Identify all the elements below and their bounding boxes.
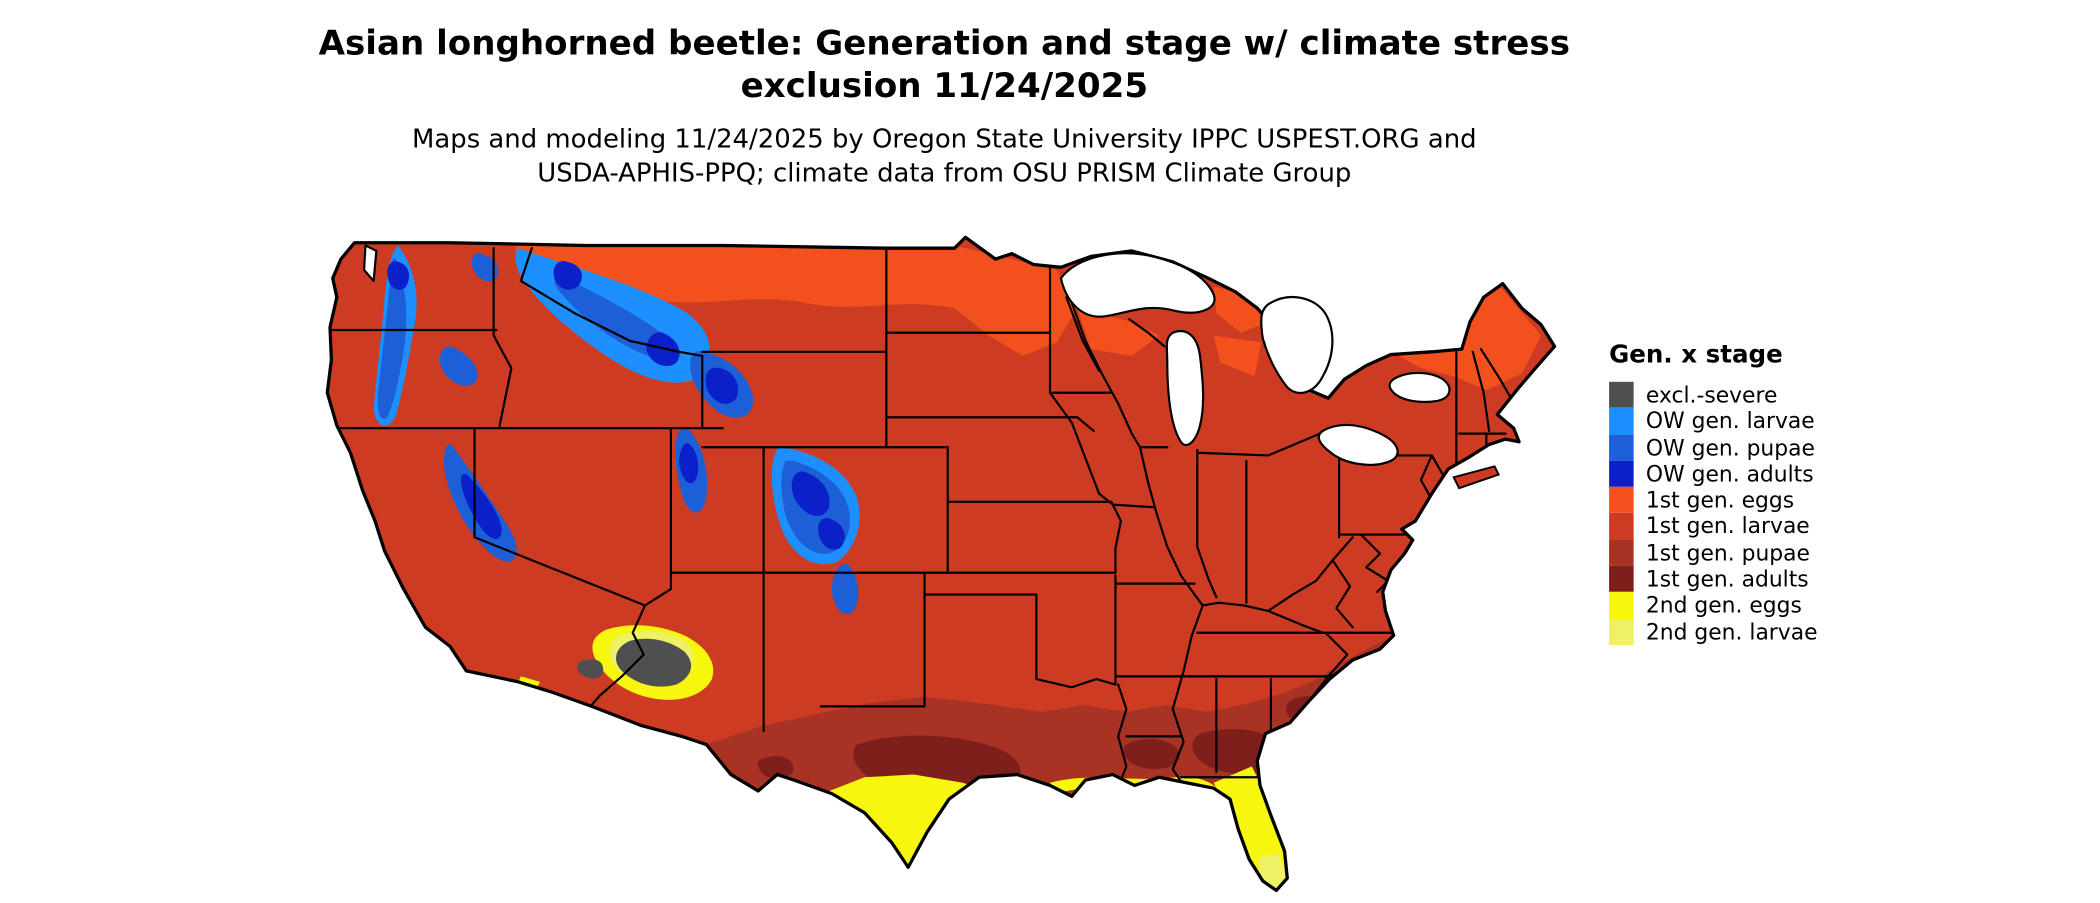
legend-swatch (1609, 408, 1634, 435)
legend-swatch (1609, 460, 1634, 488)
great-lakes (363, 244, 1451, 466)
legend-item: 2nd gen. eggs (1609, 592, 1817, 619)
legend-item: 1st gen. adults (1609, 566, 1817, 593)
legend-label: OW gen. larvae (1645, 408, 1815, 435)
subtitle-line-1: Maps and modeling 11/24/2025 by Oregon S… (412, 124, 1477, 155)
legend-swatch (1609, 513, 1634, 540)
legend-swatch (1609, 592, 1634, 619)
legend: Gen. x stage excl.-severe OW gen. larvae O… (1609, 341, 1817, 645)
page-title: Asian longhorned beetle: Generation and … (0, 22, 1889, 107)
legend-item: 1st gen. pupae (1609, 539, 1817, 567)
legend-swatch (1609, 381, 1634, 409)
title-line-1: Asian longhorned beetle: Generation and … (318, 23, 1571, 63)
us-map (325, 235, 1557, 893)
legend-label: 1st gen. adults (1645, 566, 1809, 592)
legend-label: 2nd gen. eggs (1645, 592, 1802, 619)
long-island (1452, 465, 1500, 490)
map-region-excl-severe (577, 638, 692, 687)
legend-item: OW gen. pupae (1609, 434, 1817, 461)
legend-label: 1st gen. eggs (1645, 487, 1795, 513)
legend-swatch (1609, 434, 1634, 461)
legend-swatch (1609, 566, 1634, 593)
legend-item: excl.-severe (1609, 381, 1817, 409)
map-container (314, 226, 1562, 897)
legend-item: 1st gen. eggs (1609, 487, 1817, 514)
legend-label: OW gen. adults (1645, 460, 1814, 487)
legend-title: Gen. x stage (1609, 340, 1783, 370)
lake-huron (1260, 295, 1334, 395)
legend-label: OW gen. pupae (1645, 434, 1815, 461)
legend-items: excl.-severe OW gen. larvae OW gen. pupae O… (1609, 381, 1818, 645)
legend-item: 2nd gen. larvae (1609, 618, 1818, 645)
lake-superior (1059, 252, 1216, 318)
legend-swatch (1609, 487, 1634, 514)
subtitle-line-2: USDA-APHIS-PPQ; climate data from OSU PR… (537, 158, 1352, 189)
legend-label: excl.-severe (1645, 381, 1778, 408)
lake-ontario (1388, 371, 1451, 404)
legend-swatch (1609, 618, 1634, 645)
legend-item: 1st gen. larvae (1609, 513, 1817, 540)
lake-michigan (1165, 330, 1205, 447)
legend-item: OW gen. adults (1609, 460, 1817, 488)
page-subtitle: Maps and modeling 11/24/2025 by Oregon S… (0, 123, 1889, 191)
legend-label: 2nd gen. larvae (1645, 618, 1818, 645)
legend-swatch (1609, 539, 1634, 567)
state-borders (331, 247, 1513, 787)
puget-sound (363, 244, 378, 283)
legend-label: 1st gen. pupae (1645, 539, 1810, 566)
lake-erie (1317, 423, 1399, 466)
legend-item: OW gen. larvae (1609, 408, 1817, 435)
legend-label: 1st gen. larvae (1645, 513, 1810, 540)
title-line-2: exclusion 11/24/2025 (740, 65, 1149, 106)
